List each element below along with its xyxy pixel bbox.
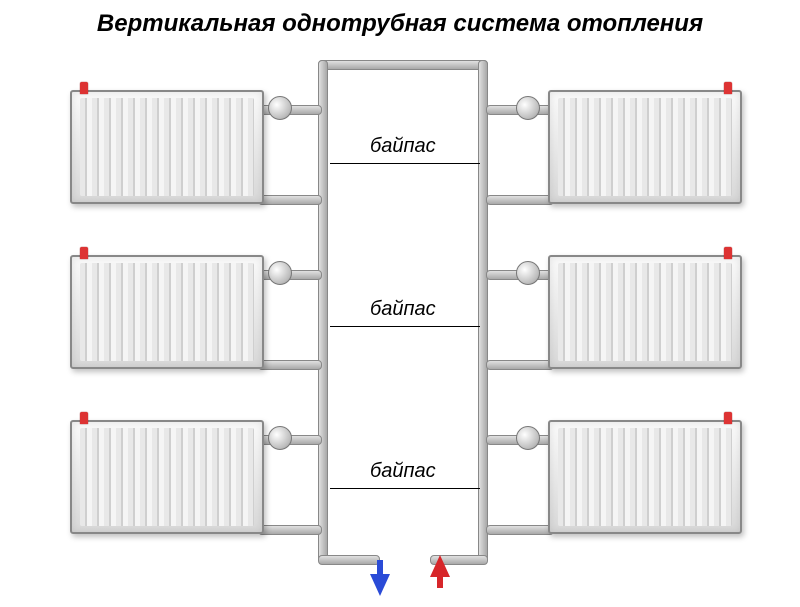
label-line [330, 326, 480, 327]
pipe-branch [486, 360, 554, 370]
supply-arrow-icon [430, 555, 450, 577]
pipe-branch [258, 360, 322, 370]
thermo-valve [516, 261, 540, 285]
thermo-valve [516, 96, 540, 120]
bypass-label: байпас [370, 135, 436, 158]
air-vent-icon [724, 82, 732, 94]
diagram-canvas: Вертикальная однотрубная система отоплен… [0, 0, 800, 607]
bypass-label: байпас [370, 298, 436, 321]
pipe-top-bridge [318, 60, 488, 70]
air-vent-icon [80, 82, 88, 94]
radiator [70, 420, 264, 534]
air-vent-icon [80, 412, 88, 424]
bypass-label: байпас [370, 460, 436, 483]
air-vent-icon [724, 412, 732, 424]
pipe-branch [486, 195, 554, 205]
radiator [70, 90, 264, 204]
pipe-branch [486, 525, 554, 535]
radiator [70, 255, 264, 369]
label-line [330, 163, 480, 164]
pipe-branch [258, 525, 322, 535]
air-vent-icon [724, 247, 732, 259]
pipe-riser-right [478, 60, 488, 562]
air-vent-icon [80, 247, 88, 259]
pipe-riser-left [318, 60, 328, 562]
pipe-bottom-left [318, 555, 380, 565]
diagram-title: Вертикальная однотрубная система отоплен… [0, 10, 800, 38]
return-arrow-icon [370, 574, 390, 596]
radiator [548, 90, 742, 204]
label-line [330, 488, 480, 489]
thermo-valve [268, 426, 292, 450]
pipe-branch [258, 195, 322, 205]
thermo-valve [268, 96, 292, 120]
radiator [548, 255, 742, 369]
thermo-valve [516, 426, 540, 450]
radiator [548, 420, 742, 534]
thermo-valve [268, 261, 292, 285]
return-arrow-stem [377, 560, 383, 574]
